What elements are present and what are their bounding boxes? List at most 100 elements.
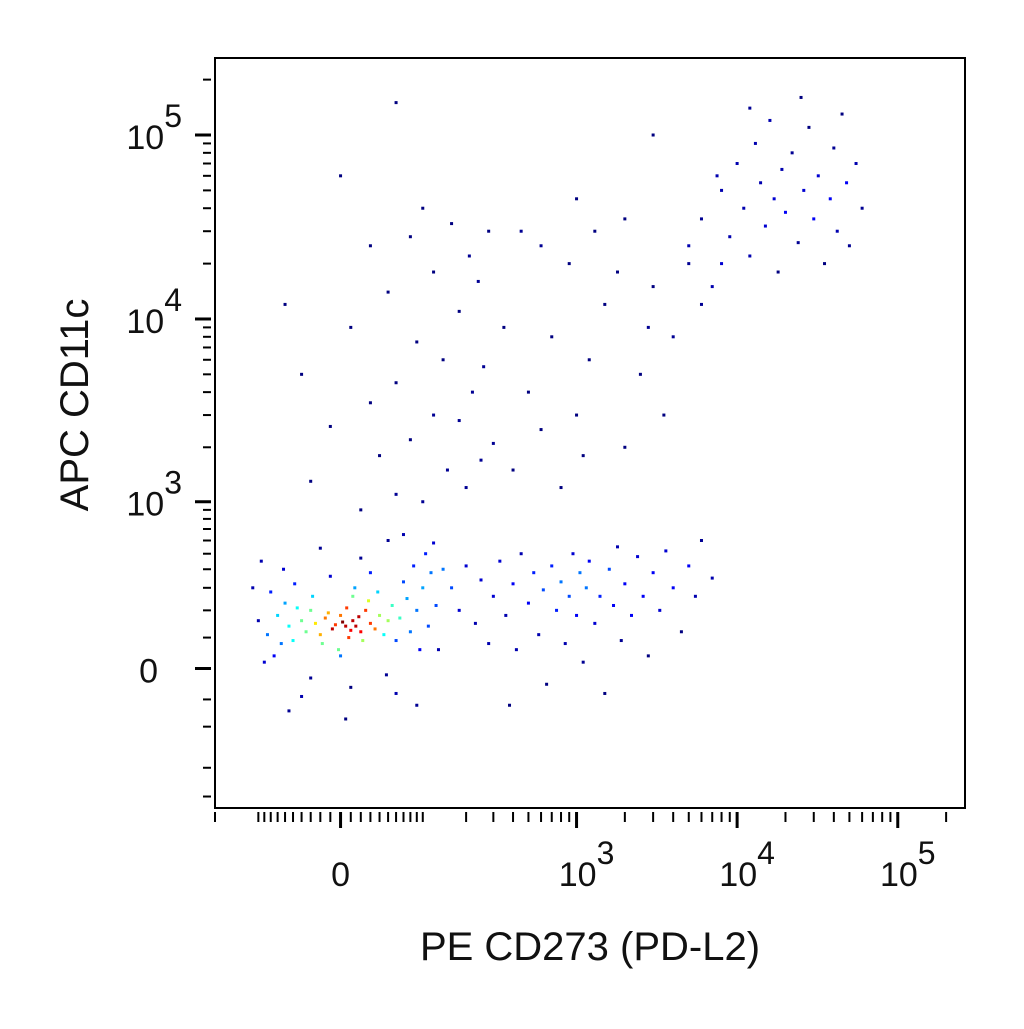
event-dot [457, 608, 461, 612]
event-dot [584, 586, 588, 590]
event-dot [783, 210, 787, 214]
event-dot [353, 586, 357, 590]
event-dot [860, 206, 864, 210]
event-dot [345, 606, 349, 610]
event-dot [581, 660, 585, 664]
x-tick-label: 104 [719, 835, 775, 894]
event-dot [300, 372, 304, 376]
event-dot [693, 594, 697, 598]
event-dot [282, 567, 286, 571]
event-dot [320, 642, 324, 646]
event-dot [341, 620, 345, 624]
event-dot [457, 309, 461, 313]
event-dot [309, 479, 313, 483]
y-tick-label: 103 [126, 465, 182, 524]
event-dot [390, 603, 394, 607]
event-dot [748, 106, 752, 110]
event-dot [623, 217, 627, 221]
event-dot [658, 608, 662, 612]
event-dot [759, 181, 763, 185]
event-dot [424, 552, 428, 556]
event-dot [646, 654, 650, 658]
event-dot [304, 630, 308, 634]
event-dot [780, 167, 784, 171]
event-dot [587, 559, 591, 563]
event-dot [300, 619, 304, 623]
event-dot [272, 654, 276, 658]
event-dot [256, 619, 260, 623]
event-dot [699, 217, 703, 221]
event-dot [835, 229, 839, 233]
event-dot [567, 262, 571, 266]
event-dot [487, 642, 491, 646]
event-dot [394, 101, 398, 105]
event-dot [283, 601, 287, 605]
event-dot [812, 217, 816, 221]
event-dot [699, 538, 703, 542]
event-dot [415, 608, 419, 612]
event-dot [368, 401, 372, 405]
event-dot [545, 682, 549, 686]
event-dot [339, 613, 343, 617]
tick-base: 10 [880, 856, 918, 894]
event-dot [378, 454, 382, 458]
event-dot [511, 468, 515, 472]
event-dot [354, 624, 358, 628]
event-dot [753, 141, 757, 145]
event-dot [646, 325, 650, 329]
event-dot [575, 613, 579, 617]
event-dot [386, 290, 390, 294]
event-dot [502, 325, 506, 329]
event-dot [651, 285, 655, 289]
event-dot [337, 648, 341, 652]
event-dot [398, 616, 402, 620]
event-dot [623, 582, 627, 586]
event-dot [687, 244, 691, 248]
event-dot [408, 438, 412, 442]
event-dot [269, 590, 273, 594]
event-dot [368, 571, 372, 575]
event-dot [607, 567, 611, 571]
event-dot [511, 582, 515, 586]
event-dot [679, 630, 683, 634]
event-dot [828, 197, 832, 201]
event-dot [593, 621, 597, 625]
y-tick-label: 104 [126, 282, 182, 341]
event-dot [368, 244, 372, 248]
event-dot [479, 578, 483, 582]
event-dot [418, 648, 422, 652]
event-dot [638, 372, 642, 376]
event-dot [772, 197, 776, 201]
tick-exponent: 5 [164, 98, 182, 134]
tick-exponent: 4 [164, 282, 182, 318]
event-dot [394, 691, 398, 695]
event-dot [763, 224, 767, 228]
event-dot [539, 428, 543, 432]
event-dot [742, 206, 746, 210]
tick-exponent: 5 [918, 835, 936, 871]
event-dot [349, 325, 353, 329]
event-dot [710, 285, 714, 289]
event-dot [735, 162, 739, 166]
event-dot [344, 717, 348, 721]
event-dot [368, 621, 372, 625]
event-dot [526, 390, 530, 394]
event-dot [432, 413, 436, 417]
event-dot [279, 642, 283, 646]
event-dot [386, 619, 390, 623]
event-dot [550, 564, 554, 568]
event-dot [526, 601, 530, 605]
event-dot [426, 624, 430, 628]
event-dot [473, 621, 477, 625]
event-dot [768, 118, 772, 122]
y-tick-label: 105 [126, 98, 182, 157]
event-dot [571, 552, 575, 556]
event-dot [376, 590, 380, 594]
tick-base: 10 [559, 856, 597, 894]
event-dot [382, 633, 386, 637]
event-dot [394, 492, 398, 496]
event-dot [359, 508, 363, 512]
event-dot [287, 624, 291, 628]
event-dot [532, 571, 536, 575]
event-dot [364, 608, 368, 612]
